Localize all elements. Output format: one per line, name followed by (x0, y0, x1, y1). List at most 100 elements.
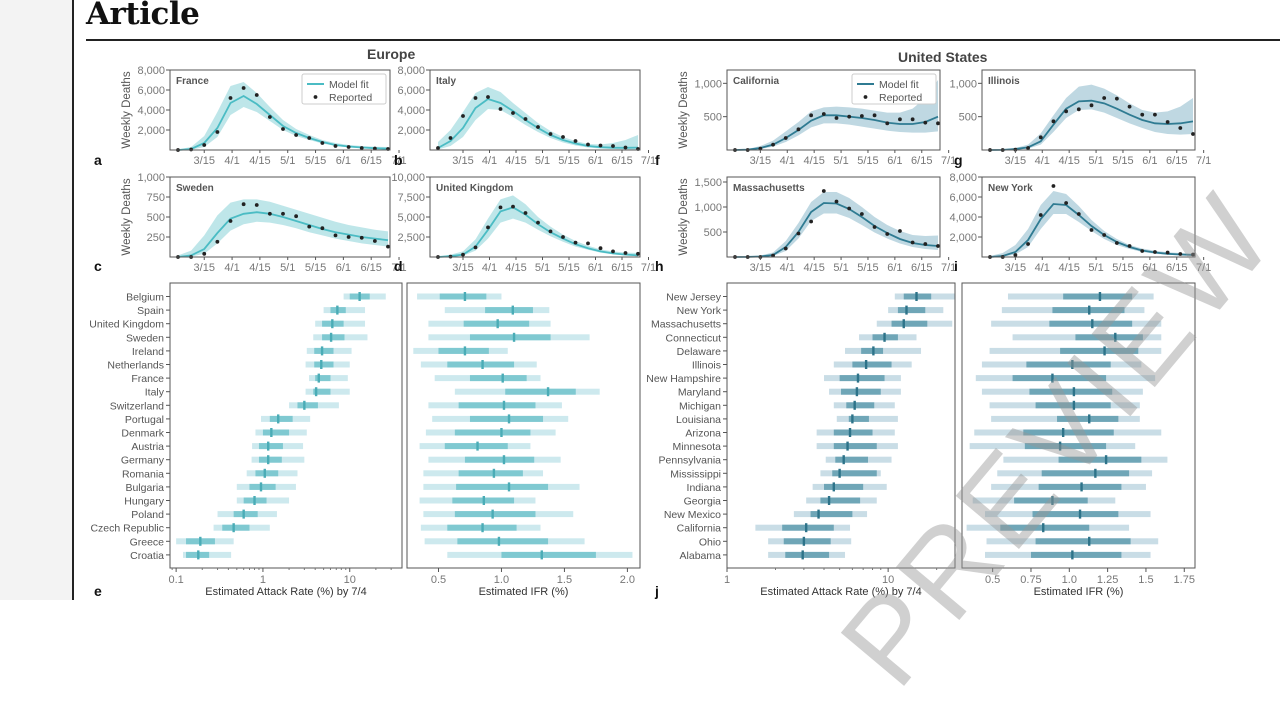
reported-point (636, 251, 640, 256)
left-margin-strip (0, 0, 72, 600)
category-label: Hungary (124, 496, 164, 508)
x-tick-label: 4/1 (224, 155, 239, 167)
panel-label: i (954, 258, 958, 274)
reported-point (1114, 241, 1119, 245)
reported-point (215, 130, 220, 134)
x-tick-label: 10 (882, 574, 894, 586)
x-tick-label: 0.5 (985, 574, 1000, 586)
iqr-bar (262, 429, 290, 436)
x-tick-label: 0.5 (431, 574, 446, 586)
iqr-bar (255, 470, 279, 477)
confidence-band (990, 191, 1193, 257)
forest-row (323, 305, 366, 315)
iqr-bar (1075, 334, 1143, 341)
median-marker (331, 319, 334, 329)
y-tick-label: 6,000 (137, 85, 165, 97)
header-rule (86, 39, 1280, 41)
forest-row (454, 387, 600, 397)
iqr-bar (820, 497, 861, 504)
legend-point-swatch (863, 95, 868, 99)
iqr-bar (249, 483, 276, 490)
reported-point (359, 235, 364, 240)
forest-row (255, 428, 307, 437)
plot-frame (726, 69, 941, 151)
figure-canvas: 2,000 4,000 6,000 8,000 3/15 4/1 4/15 5/1 5/15 6/… (89, 65, 1211, 599)
forest-row (423, 468, 544, 478)
y-tick-label: 5,000 (397, 212, 425, 224)
reported-point (783, 136, 788, 140)
iqr-bar (852, 361, 892, 368)
median-marker (915, 292, 918, 301)
iqr-bar (447, 361, 515, 368)
forest-row (246, 468, 298, 478)
category-label: Italy (145, 387, 165, 399)
model-fit-line (177, 94, 389, 151)
forest-row (824, 373, 901, 383)
x-tick-label: 4/1 (224, 262, 239, 274)
reported-point (611, 144, 615, 148)
reported-point (536, 220, 540, 225)
forest-row (768, 536, 852, 546)
iqr-bar (1058, 456, 1142, 463)
reported-point (796, 231, 801, 236)
median-marker (546, 387, 550, 397)
reported-point (548, 132, 553, 136)
chart-title: United Kingdom (436, 183, 513, 194)
forest-row (260, 414, 311, 424)
forest-row (425, 428, 556, 437)
chart-title: Massachusetts (733, 183, 805, 194)
reported-point (872, 113, 877, 118)
median-marker (1071, 360, 1074, 369)
reported-point (359, 146, 364, 150)
x-tick-label: 6/1 (887, 262, 902, 274)
reported-point (346, 145, 351, 149)
x-tick-label: 6/15 (360, 155, 381, 167)
reported-point (511, 111, 515, 115)
forest-row (315, 319, 366, 329)
x-tick-label: 4/15 (1058, 155, 1079, 167)
line-chart-illinois: 500 1,000 3/15 4/1 4/15 5/1 5/15 6/1 6/15 7/1 Illi… (949, 69, 1211, 168)
category-label: New Mexico (664, 509, 721, 521)
reported-point (898, 229, 902, 233)
median-marker (1071, 550, 1074, 560)
x-axis-label: Estimated Attack Rate (%) by 7/4 (760, 586, 921, 598)
x-tick-label: 6/15 (911, 155, 932, 167)
category-label: Switzerland (110, 400, 164, 412)
reported-point (1102, 233, 1107, 237)
median-marker (463, 292, 467, 301)
reported-point (228, 96, 233, 100)
reported-point (1064, 109, 1069, 114)
plot-frame (726, 176, 941, 258)
x-tick-label: 5/15 (558, 262, 579, 274)
y-tick-label: 1,000 (694, 78, 722, 90)
iqr-bar (783, 538, 831, 545)
reported-point (386, 244, 390, 249)
median-marker (358, 292, 361, 301)
forest-row (974, 428, 1162, 437)
reported-point (1076, 107, 1081, 112)
model-fit-line (177, 211, 389, 258)
x-tick-label: 7/1 (391, 262, 406, 274)
reported-point (783, 246, 788, 251)
forest-row (428, 455, 561, 465)
median-marker (1104, 455, 1108, 465)
reported-point (486, 95, 490, 99)
x-tick-label: 5/15 (305, 262, 326, 274)
forest-row (289, 400, 339, 410)
median-marker (303, 400, 306, 410)
forest-row (1012, 332, 1162, 342)
reported-point (320, 141, 325, 145)
category-label: Austria (131, 441, 164, 453)
category-label: United Kingdom (89, 319, 164, 331)
x-tick-label: 4/1 (482, 155, 497, 167)
category-label: France (131, 373, 164, 385)
iqr-bar (785, 551, 830, 558)
x-tick-label: 4/1 (482, 262, 497, 274)
median-marker (320, 346, 324, 356)
x-tick-label: 6/1 (1142, 262, 1157, 274)
median-marker (1103, 346, 1106, 356)
iqr-bar (501, 551, 596, 558)
reported-point (372, 146, 377, 151)
iqr-bar (469, 375, 527, 382)
